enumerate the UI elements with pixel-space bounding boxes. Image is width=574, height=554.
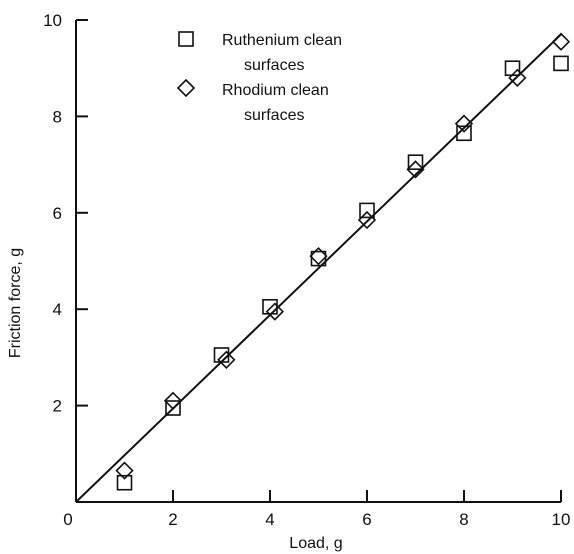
ruthenium-point	[504, 60, 521, 77]
fit-line	[75, 33, 562, 503]
rhodium-point	[115, 461, 134, 480]
rhodium-point	[309, 247, 328, 266]
ruthenium-point	[407, 154, 424, 170]
legend-label-line2: surfaces	[244, 107, 304, 124]
ruthenium-point	[262, 298, 278, 315]
ruthenium-point	[213, 347, 230, 363]
tick-marks	[76, 19, 562, 502]
rhodium-point	[551, 32, 571, 51]
rhodium-point	[265, 302, 284, 321]
rhodium-point	[217, 350, 236, 369]
legend-label-line1: Ruthenium clean	[222, 32, 342, 49]
rhodium-point	[406, 160, 425, 179]
x-tick-label: 4	[265, 510, 274, 529]
x-tick-label: 0	[63, 510, 72, 529]
y-tick-label: 2	[53, 397, 62, 416]
legend: Ruthenium clean surfaces Rhodium clean surf…	[176, 31, 342, 124]
x-tick-label: 8	[459, 510, 468, 529]
y-tick-label: 6	[53, 204, 62, 223]
ruthenium-point	[359, 202, 375, 219]
legend-label-line2: surfaces	[244, 57, 304, 74]
legend-square-icon	[178, 31, 194, 47]
rhodium-point	[508, 68, 527, 87]
data-markers	[115, 32, 571, 491]
rhodium-point	[454, 114, 474, 133]
axes	[75, 20, 561, 503]
legend-diamond-icon	[176, 78, 196, 98]
legend-label-line1: Rhodium clean	[222, 82, 329, 99]
y-tick-label: 8	[53, 107, 62, 126]
ruthenium-point	[553, 55, 569, 72]
ruthenium-point	[456, 125, 472, 142]
ruthenium-point	[116, 474, 133, 491]
rhodium-point	[163, 391, 183, 410]
rhodium-point	[357, 210, 377, 230]
ruthenium-point	[165, 400, 181, 416]
ruthenium-point	[310, 250, 327, 267]
y-tick-label: 4	[53, 300, 62, 319]
x-tick-label: 6	[362, 510, 371, 529]
x-tick-label: 10	[552, 510, 571, 529]
x-axis-title: Load, g	[289, 535, 342, 552]
x-tick-label: 2	[168, 510, 177, 529]
fit-line-group	[75, 33, 562, 503]
y-axis-title: Friction force, g	[7, 248, 24, 358]
tick-labels: 0 2 4 6 8 10 2 4 6 8 10	[43, 11, 570, 529]
y-tick-label: 10	[43, 11, 62, 30]
